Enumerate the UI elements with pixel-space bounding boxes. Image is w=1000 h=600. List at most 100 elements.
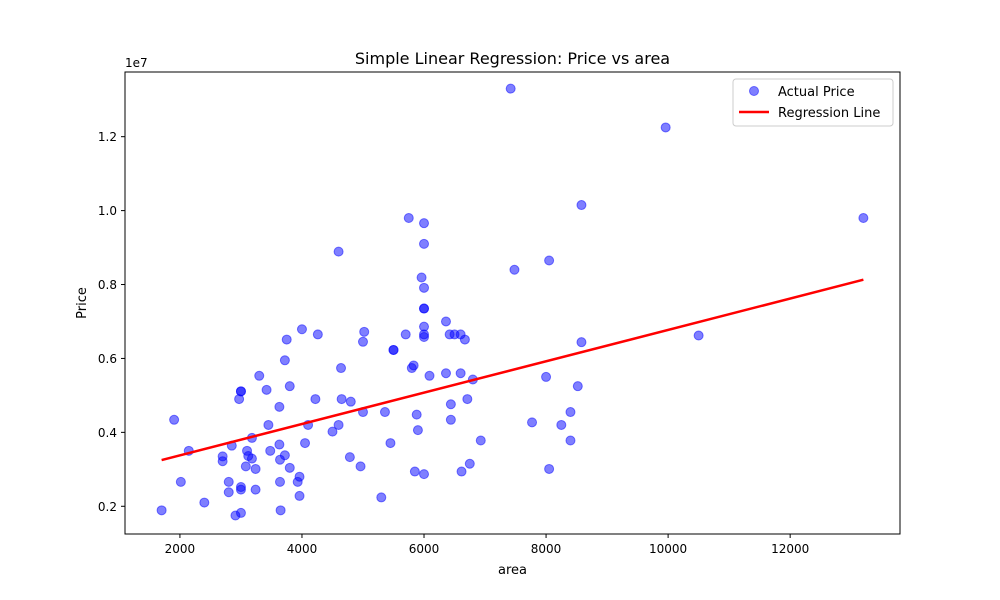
scatter-point	[440, 316, 451, 327]
y-tick-label: 1.2	[98, 130, 117, 144]
scatter-point	[556, 419, 567, 430]
scatter-point	[275, 476, 285, 487]
scatter-point	[235, 386, 246, 397]
x-tick-label: 12000	[771, 542, 809, 556]
scatter-point	[296, 324, 307, 335]
scatter-point	[281, 334, 292, 345]
scatter-point	[416, 272, 427, 283]
scatter-point	[327, 426, 338, 437]
scatter-point	[509, 264, 520, 275]
scatter-point	[379, 407, 390, 418]
scatter-point	[419, 282, 430, 293]
scatter-point	[565, 407, 576, 418]
legend-label-actual-price: Actual Price	[778, 85, 855, 100]
scatter-point	[475, 435, 486, 446]
scatter-point	[412, 425, 423, 436]
scatter-point	[576, 200, 587, 211]
y-tick-label: 1.0	[98, 204, 117, 218]
scatter-point	[419, 332, 430, 343]
scatter-point	[419, 218, 430, 229]
scatter-point	[169, 414, 180, 425]
y-axis-label: Price	[75, 287, 90, 319]
legend-marker-actual-price	[749, 86, 759, 96]
scatter-point	[544, 255, 555, 266]
scatter-point	[300, 438, 311, 449]
scatter-point	[424, 370, 435, 381]
scatter-point	[284, 462, 295, 473]
scatter-point	[419, 303, 430, 314]
scatter-point	[336, 363, 347, 374]
scatter-point	[199, 497, 210, 508]
x-tick-label: 2000	[165, 542, 196, 556]
scatter-point	[419, 469, 430, 480]
scatter-point	[250, 484, 261, 495]
scatter-point	[445, 399, 456, 410]
scatter-point	[263, 419, 274, 430]
y-axis-ticks: 0.2 0.4 0.6 0.8 1.0 1.2	[98, 130, 125, 514]
scatter-point	[344, 452, 355, 463]
scatter-point	[858, 212, 869, 223]
scatter-point	[175, 476, 186, 487]
scatter-point	[565, 435, 576, 446]
scatter-point	[254, 370, 265, 381]
x-tick-label: 8000	[531, 542, 562, 556]
regression-line-layer	[161, 278, 864, 462]
scatter-point	[359, 326, 370, 337]
scatter-point	[274, 401, 285, 412]
scatter-point	[333, 246, 344, 257]
scatter-point	[246, 453, 257, 464]
scatter-point	[294, 471, 305, 482]
scatter-point	[576, 337, 587, 348]
scatter-point	[235, 484, 246, 495]
scatter-point	[284, 381, 295, 392]
scatter-point	[411, 409, 422, 420]
scatter-point	[310, 394, 321, 405]
scatter-point	[312, 329, 323, 340]
scatter-point	[541, 371, 552, 382]
scatter-point	[265, 445, 276, 456]
y-tick-label: 0.4	[98, 426, 117, 440]
legend-label-regression-line: Regression Line	[778, 106, 880, 121]
scatter-point	[455, 368, 466, 379]
scatter-point	[408, 360, 419, 371]
scatter-point	[400, 329, 411, 340]
scatter-point	[419, 238, 430, 249]
scatter-point	[250, 463, 261, 474]
scatter-point	[294, 490, 305, 501]
scatter-point	[459, 334, 470, 345]
scatter-point	[355, 461, 366, 472]
y-tick-label: 0.8	[98, 278, 117, 292]
y-tick-label: 0.2	[98, 500, 117, 514]
chart-title: Simple Linear Regression: Price vs area	[355, 49, 670, 68]
scatter-point	[505, 83, 516, 94]
scatter-point	[385, 438, 396, 449]
scatter-point	[333, 419, 344, 430]
scatter-point	[462, 394, 473, 405]
scatter-point	[572, 381, 583, 392]
x-tick-label: 6000	[409, 542, 440, 556]
scatter-point	[275, 505, 286, 516]
scatter-point	[345, 396, 356, 407]
scatter-point	[274, 439, 285, 450]
scatter-point	[456, 466, 467, 477]
y-axis-offset-label: 1e7	[125, 56, 148, 70]
scatter-points	[156, 83, 869, 521]
scatter-point	[376, 492, 387, 503]
x-axis-label: area	[498, 563, 527, 578]
scatter-point	[403, 212, 414, 223]
scatter-point	[156, 505, 167, 516]
y-tick-label: 0.6	[98, 352, 117, 366]
scatter-point	[660, 122, 671, 133]
scatter-point	[544, 463, 555, 474]
x-tick-label: 10000	[649, 542, 687, 556]
scatter-point	[279, 450, 290, 461]
scatter-point	[527, 417, 538, 428]
legend: Actual Price Regression Line	[732, 78, 894, 127]
scatter-point	[357, 336, 368, 347]
scatter-point	[440, 368, 451, 379]
scatter-point	[464, 458, 475, 469]
scatter-point	[240, 461, 251, 472]
scatter-point	[217, 451, 228, 462]
plot-area-frame	[124, 71, 901, 535]
